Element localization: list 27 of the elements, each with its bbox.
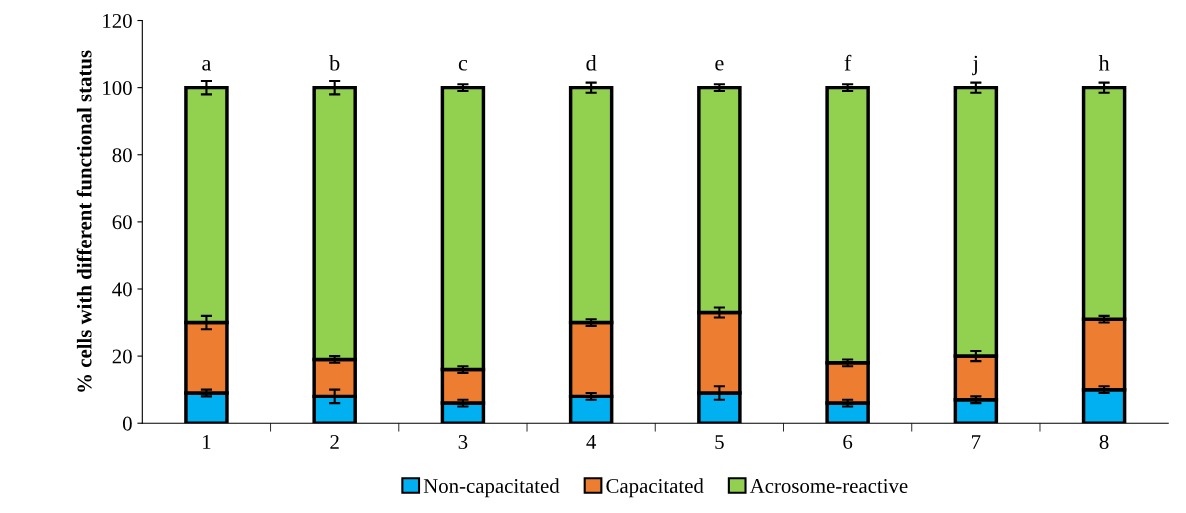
x-tick-label: 8 <box>1099 434 1109 449</box>
y-axis-title: % cells with different functional status <box>76 50 92 392</box>
y-tick-label: 40 <box>112 282 132 297</box>
x-tick-label: 2 <box>330 435 339 449</box>
y-tick-label: 0 <box>122 416 132 431</box>
y-tick-label: 120 <box>103 13 132 28</box>
annotation: j <box>972 55 978 76</box>
x-tick-label: 1 <box>203 435 211 449</box>
legend-label: Capacitated <box>606 478 704 498</box>
legend-label: Acrosome-reactive <box>749 479 908 494</box>
legend-label: Non-capacitated <box>423 478 560 498</box>
y-tick-label: 60 <box>112 215 132 230</box>
annotation: c <box>458 59 468 71</box>
annotation: b <box>329 54 340 71</box>
x-tick-label: 5 <box>715 435 724 449</box>
x-tick-label: 7 <box>972 435 981 449</box>
annotation: h <box>1098 54 1110 71</box>
x-tick-label: 6 <box>843 435 853 449</box>
annotation: e <box>715 59 724 71</box>
x-tick-label: 3 <box>458 435 468 449</box>
annotation: f <box>844 54 852 71</box>
annotation: a <box>202 59 212 71</box>
y-tick-label: 20 <box>112 349 132 364</box>
annotation: d <box>586 54 597 71</box>
y-tick-label: 80 <box>112 148 132 163</box>
x-tick-label: 4 <box>586 435 597 449</box>
y-tick-label: 100 <box>103 81 132 96</box>
